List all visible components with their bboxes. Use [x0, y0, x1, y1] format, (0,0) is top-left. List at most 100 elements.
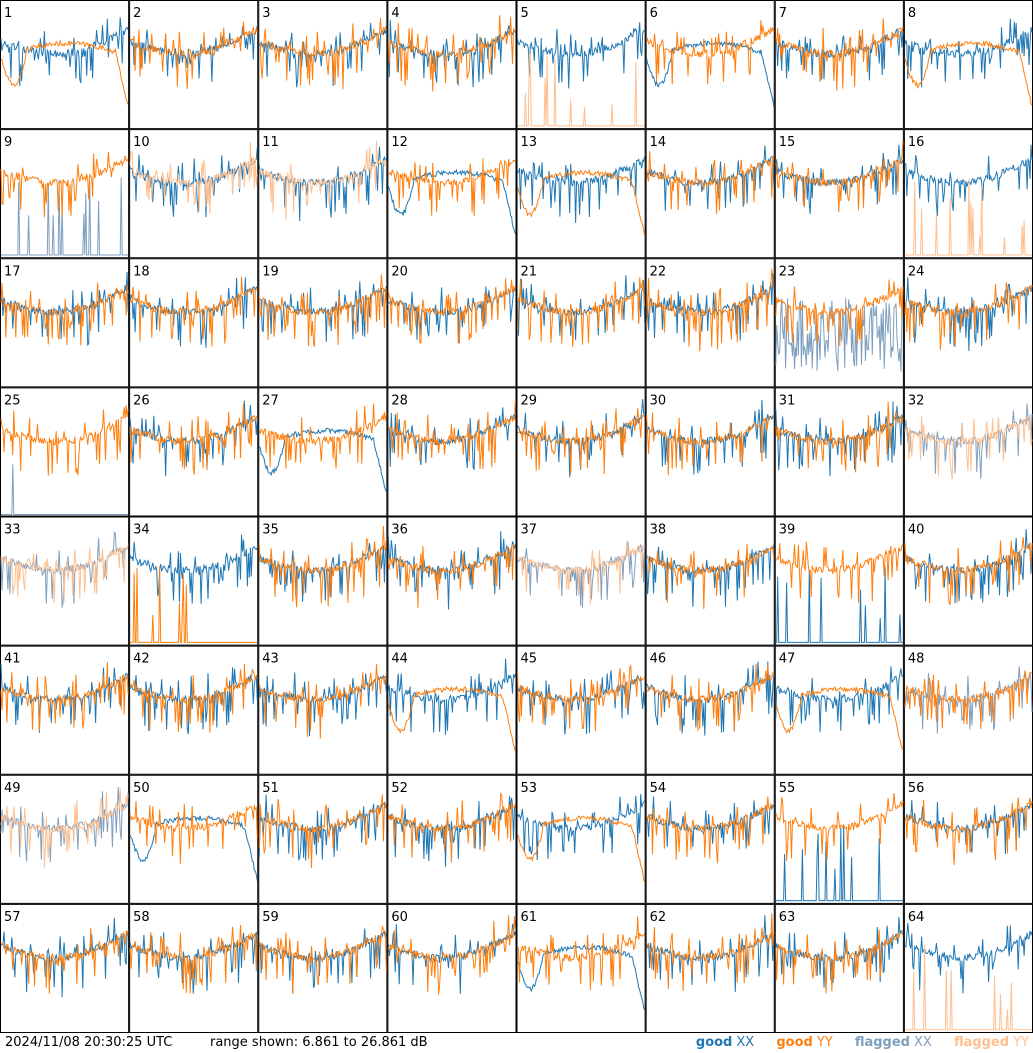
panel-label: 15	[779, 135, 796, 150]
panel-label: 50	[133, 781, 150, 796]
panel-label: 11	[262, 135, 279, 150]
panel-label: 7	[779, 6, 787, 21]
panel-label: 45	[521, 652, 538, 667]
panel-label: 3	[262, 6, 270, 21]
legend-good-yy: good YY	[776, 1035, 833, 1050]
panel-label: 46	[650, 652, 667, 667]
panel-34: 34	[129, 516, 259, 646]
series-xx-good	[646, 145, 775, 211]
panel-27: 27	[258, 387, 388, 517]
panel-54: 54	[645, 774, 775, 904]
series-xx-good	[775, 566, 903, 643]
series-yy-good	[517, 407, 646, 475]
panel-label: 64	[908, 910, 925, 925]
panel-label: 40	[908, 523, 925, 538]
series-xx-good	[129, 815, 258, 882]
series-xx-good	[129, 534, 258, 604]
panel-21: 21	[516, 258, 646, 388]
panel-32: 32	[903, 387, 1033, 517]
panel-frame	[774, 387, 904, 517]
panel-label: 52	[391, 781, 408, 796]
series-yy-good	[775, 929, 903, 994]
series-yy-good	[130, 566, 258, 643]
series-yy-flagged	[129, 141, 258, 214]
panel-label: 44	[391, 652, 408, 667]
panel-41: 41	[0, 645, 130, 775]
panel-label: 19	[262, 264, 279, 279]
panel-label: 9	[4, 135, 12, 150]
panel-frame	[903, 0, 1033, 130]
panel-label: 47	[779, 652, 796, 667]
panel-frame	[903, 774, 1033, 904]
series-yy-good	[0, 151, 129, 218]
panel-frame	[0, 387, 130, 517]
series-yy-good	[0, 39, 129, 105]
panel-frame	[258, 387, 388, 517]
panel-label: 25	[4, 393, 21, 408]
series-xx-good	[517, 794, 645, 861]
panel-18: 18	[129, 258, 259, 388]
panel-label: 34	[133, 523, 150, 538]
panel-label: 2	[133, 6, 141, 21]
panel-39: 39	[774, 516, 904, 646]
panel-label: 51	[262, 781, 279, 796]
panel-22: 22	[645, 258, 775, 388]
panel-26: 26	[129, 387, 259, 517]
series-yy-good	[775, 793, 904, 861]
panel-label: 49	[4, 781, 21, 796]
panel-label: 54	[650, 781, 667, 796]
legend: good XX good YY flagged XX flagged YY	[678, 1033, 1029, 1053]
panel-56: 56	[903, 774, 1033, 904]
panel-29: 29	[516, 387, 646, 517]
panel-label: 30	[650, 393, 667, 408]
series-yy-good	[388, 398, 516, 470]
series-yy-good	[0, 405, 129, 476]
series-yy-flagged	[904, 944, 1032, 1031]
panel-frame	[516, 0, 646, 130]
series-yy-good	[775, 140, 904, 213]
panel-label: 58	[133, 910, 150, 925]
panel-5: 5	[516, 0, 646, 130]
panel-label: 42	[133, 652, 150, 667]
panel-label: 20	[391, 264, 408, 279]
series-xx-flagged	[1, 177, 129, 256]
series-xx-good	[904, 18, 1033, 88]
panel-frame	[774, 645, 904, 775]
series-yy-good	[129, 924, 258, 994]
series-yy-good	[387, 915, 516, 995]
series-yy-good	[904, 536, 1033, 606]
series-xx-good	[517, 944, 646, 1011]
series-yy-good	[0, 282, 129, 346]
panel-label: 17	[4, 264, 21, 279]
panel-6: 6	[645, 0, 775, 130]
panel-43: 43	[258, 645, 388, 775]
series-yy-good	[646, 913, 775, 991]
panel-38: 38	[645, 516, 775, 646]
panel-label: 6	[650, 6, 658, 21]
panel-42: 42	[129, 645, 259, 775]
series-xx-good	[646, 796, 775, 849]
series-yy-flagged	[904, 415, 1033, 480]
panel-label: 12	[391, 135, 408, 150]
panel-12: 12	[387, 129, 517, 259]
panel-label: 48	[908, 652, 925, 667]
series-xx-good	[904, 923, 1033, 994]
panel-frame	[129, 0, 259, 130]
series-xx-good	[129, 400, 258, 477]
series-yy-good	[517, 916, 645, 991]
panel-label: 56	[908, 781, 925, 796]
panel-label: 29	[521, 393, 538, 408]
series-yy-good	[646, 268, 775, 352]
series-yy-flagged	[517, 540, 645, 605]
panel-label: 37	[521, 523, 538, 538]
panel-label: 18	[133, 264, 150, 279]
panel-label: 63	[779, 910, 796, 925]
panel-frame	[387, 258, 517, 388]
panel-50: 50	[129, 774, 259, 904]
series-yy-good	[258, 403, 387, 469]
panel-label: 21	[521, 264, 538, 279]
panel-40: 40	[903, 516, 1033, 646]
series-yy-good	[0, 662, 129, 732]
panel-1: 1	[0, 0, 130, 130]
